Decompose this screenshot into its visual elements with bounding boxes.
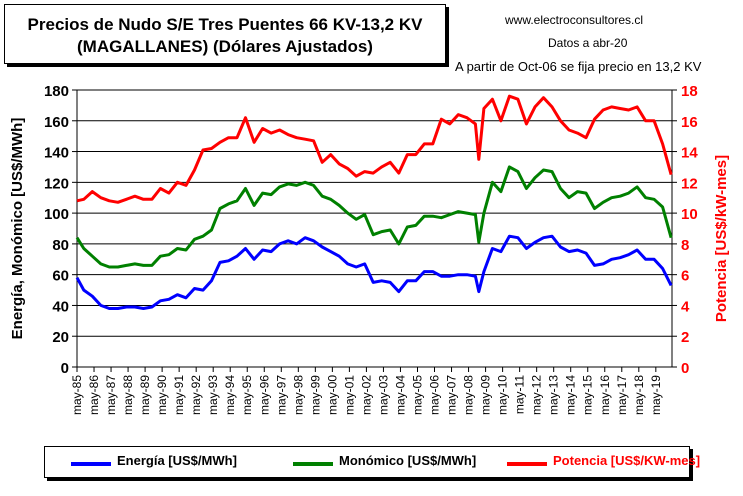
x-tick-label: may-98 — [291, 375, 305, 415]
y-tick-label: 100 — [44, 206, 69, 223]
y2-tick-label: 4 — [681, 298, 690, 315]
y2-tick-label: 8 — [681, 237, 689, 254]
x-tick-label: may-19 — [649, 375, 663, 415]
price-note: A partir de Oct-06 se fija precio en 13,… — [455, 59, 702, 74]
legend-label-energia: Energía [US$/MWh] — [117, 453, 237, 468]
series-line-potencia — [76, 94, 673, 204]
chart-title-line2: (MAGALLANES) (Dólares Ajustados) — [77, 37, 373, 56]
x-tick-label: may-93 — [206, 375, 220, 415]
x-tick-label: may-10 — [496, 375, 510, 415]
y-axis-label: Energía, Monómico [US$/MWh] — [9, 118, 26, 340]
x-tick-label: may-12 — [530, 375, 544, 415]
series-line-monomico — [75, 165, 673, 269]
x-tick-label: may-06 — [428, 375, 442, 415]
legend-swatch-potencia — [507, 462, 547, 466]
x-tick-label: may-01 — [342, 375, 356, 415]
x-tick-label: may-15 — [581, 375, 595, 415]
x-tick-label: may-90 — [155, 375, 169, 415]
website-label: www.electroconsultores.cl — [505, 13, 644, 27]
x-tick-label: may-14 — [564, 375, 578, 415]
chart-title-line1: Precios de Nudo S/E Tres Puentes 66 KV-1… — [27, 15, 423, 34]
x-tick-label: may-89 — [138, 375, 152, 415]
x-tick-label: may-00 — [325, 375, 339, 415]
y-tick-label: 80 — [52, 237, 69, 254]
y-tick-label: 20 — [52, 329, 69, 346]
x-tick-label: may-91 — [172, 375, 186, 415]
x-tick-label: may-94 — [223, 375, 237, 415]
y2-tick-label: 10 — [681, 206, 698, 223]
x-tick-label: may-17 — [615, 375, 629, 415]
legend-label-monomico: Monómico [US$/MWh] — [339, 453, 477, 468]
x-tick-label: may-08 — [462, 375, 476, 415]
x-tick-label: may-99 — [308, 375, 322, 415]
y2-axis-label: Potencia [US$/kW-mes] — [713, 155, 730, 322]
x-tick-label: may-18 — [632, 375, 646, 415]
x-tick-label: may-04 — [393, 375, 407, 415]
x-tick-label: may-97 — [274, 375, 288, 415]
x-tick-label: may-95 — [240, 375, 254, 415]
y2-tick-label: 16 — [681, 114, 698, 131]
y2-tick-label: 2 — [681, 329, 689, 346]
y-tick-label: 60 — [52, 268, 69, 285]
x-tick-label: may-96 — [257, 375, 271, 415]
x-tick-label: may-03 — [376, 375, 390, 415]
y2-tick-label: 14 — [681, 145, 698, 162]
y2-tick-label: 12 — [681, 175, 698, 192]
y-tick-label: 120 — [44, 175, 69, 192]
x-tick-label: may-09 — [479, 375, 493, 415]
x-tick-label: may-92 — [189, 375, 203, 415]
y2-tick-label: 18 — [681, 83, 698, 100]
x-tick-label: may-87 — [104, 375, 118, 415]
y2-tick-label: 6 — [681, 268, 689, 285]
date-note: Datos a abr-20 — [548, 36, 628, 50]
y-tick-label: 180 — [44, 83, 69, 100]
legend-swatch-monomico — [293, 462, 333, 466]
x-tick-label: may-88 — [121, 375, 135, 415]
x-tick-label: may-85 — [70, 375, 84, 415]
title-box: Precios de Nudo S/E Tres Puentes 66 KV-1… — [4, 4, 446, 64]
x-tick-label: may-11 — [513, 375, 527, 414]
x-tick-label: may-13 — [547, 375, 561, 415]
legend: Energía [US$/MWh] Monómico [US$/MWh] Pot… — [44, 446, 700, 478]
y-tick-label: 40 — [52, 298, 69, 315]
y-tick-label: 140 — [44, 145, 69, 162]
x-tick-label: may-02 — [359, 375, 373, 415]
y-tick-label: 160 — [44, 114, 69, 131]
y-tick-label: 0 — [61, 360, 69, 377]
y2-tick-label: 0 — [681, 360, 689, 377]
x-tick-label: may-05 — [410, 375, 424, 415]
series-line-energia — [75, 234, 673, 310]
x-tick-label: may-16 — [598, 375, 612, 415]
legend-label-potencia: Potencia [US$/KW-mes] — [553, 453, 701, 468]
x-tick-label: may-86 — [87, 375, 101, 415]
legend-swatch-energia — [71, 462, 111, 466]
x-tick-label: may-07 — [445, 375, 459, 415]
